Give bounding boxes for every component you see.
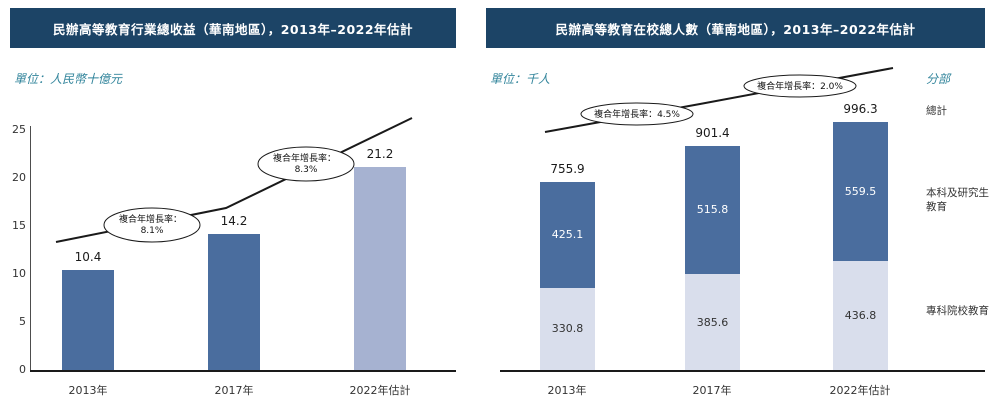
x-label-2013: 2013年 xyxy=(68,384,108,397)
bar-2022e-revenue xyxy=(354,166,406,370)
revenue-chart-title: 民辦高等教育行業總收益（華南地區），2013年–2022年估計 xyxy=(10,8,456,48)
segment-value-label: 330.8 xyxy=(551,322,584,336)
cagr-label-line: 複合年增長率： xyxy=(119,213,182,225)
cagr-label-line: 複合年增長率： xyxy=(273,152,336,164)
segment-college-2013: 330.8 xyxy=(540,287,595,370)
x-label-2022e: 2022年估計 xyxy=(829,384,891,397)
segment-value-label: 436.8 xyxy=(844,309,877,323)
bar-value-label: 14.2 xyxy=(220,213,248,228)
segment-college-2022e: 436.8 xyxy=(833,261,888,370)
cagr-bubble-revenue-1 xyxy=(103,207,201,243)
enrolment-chart-title: 民辦高等教育在校總人數（華南地區），2013年–2022年估計 xyxy=(486,8,985,48)
segment-undergrad-2013: 425.1 xyxy=(540,181,595,288)
segment-college-2017: 385.6 xyxy=(685,274,740,370)
y-axis-tick: 0 xyxy=(19,363,26,376)
x-label-2022e: 2022年估計 xyxy=(349,384,411,397)
y-axis-tick: 10 xyxy=(12,267,26,280)
cagr-bubble-revenue-2 xyxy=(257,146,355,182)
y-axis-line xyxy=(30,126,31,372)
cagr-value-line: 8.1% xyxy=(141,226,164,236)
cagr-text-enrolment-1: 複合年增長率：4.5% xyxy=(594,108,680,120)
bar-value-label: 21.2 xyxy=(366,146,394,161)
y-axis-tick: 25 xyxy=(12,123,26,136)
y-axis-tick: 20 xyxy=(12,171,26,184)
bar-2013-revenue xyxy=(62,270,114,370)
cagr-text-revenue-1: 複合年增長率： 8.1% xyxy=(119,213,185,236)
x-axis-line-right xyxy=(500,370,985,372)
bar-2017-revenue xyxy=(208,233,260,370)
total-label-2013: 755.9 xyxy=(550,161,585,176)
x-label-2017: 2017年 xyxy=(692,384,732,397)
segment-undergrad-2022e: 559.5 xyxy=(833,121,888,262)
legend-title: 分部 xyxy=(926,72,951,86)
legend-item-undergraduate: 本科及研究生教育 xyxy=(926,187,989,214)
cagr-value-line: 8.3% xyxy=(295,165,318,175)
revenue-unit-label: 單位：人民幣十億元 xyxy=(14,72,123,86)
total-label-2017: 901.4 xyxy=(695,125,730,140)
legend-item-college: 專科院校教育 xyxy=(926,305,989,317)
y-axis-tick: 5 xyxy=(19,315,26,328)
cagr-bubble-enrolment-1 xyxy=(580,102,694,126)
cagr-text-revenue-2: 複合年增長率： 8.3% xyxy=(273,152,339,175)
segment-undergrad-2017: 515.8 xyxy=(685,145,740,274)
cagr-text-enrolment-2: 複合年增長率：2.0% xyxy=(757,80,843,92)
total-label-2022e: 996.3 xyxy=(843,101,878,116)
y-axis-tick: 15 xyxy=(12,219,26,232)
enrolment-unit-label: 單位：千人 xyxy=(490,72,551,86)
x-label-2013: 2013年 xyxy=(547,384,587,397)
x-axis-line-left xyxy=(30,370,456,372)
legend-item-total: 總計 xyxy=(926,105,947,117)
cagr-bubble-enrolment-2 xyxy=(743,74,857,98)
x-label-2017: 2017年 xyxy=(214,384,254,397)
segment-value-label: 559.5 xyxy=(844,185,877,199)
segment-value-label: 385.6 xyxy=(696,315,729,329)
segment-value-label: 515.8 xyxy=(696,203,729,217)
bar-value-label: 10.4 xyxy=(74,250,102,265)
segment-value-label: 425.1 xyxy=(551,228,584,242)
